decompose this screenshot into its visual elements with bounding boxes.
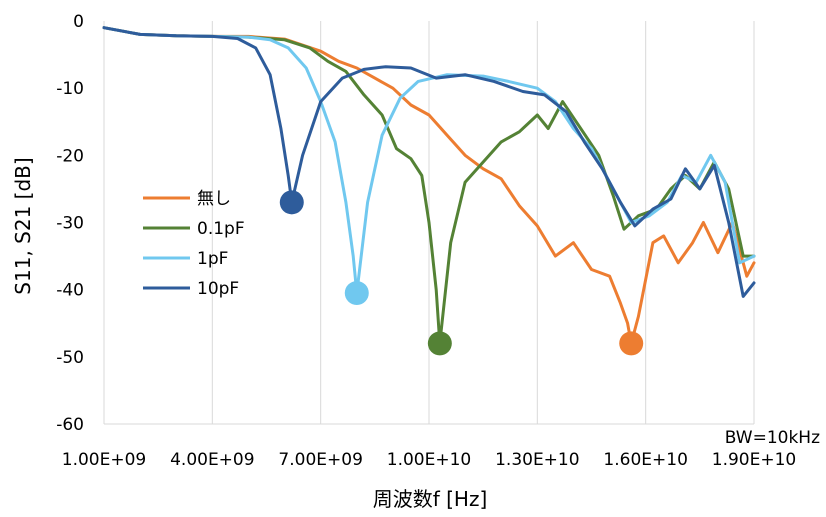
y-tick-label: -60	[56, 415, 84, 435]
legend-label: 無し	[197, 189, 231, 209]
y-tick-label: 0	[73, 12, 84, 32]
y-tick-labels: 0 -10 -20 -30 -40 -50 -60	[56, 12, 84, 435]
series-line-0	[102, 26, 756, 345]
legend-label: 10pF	[197, 279, 239, 299]
series-marker-1	[427, 331, 452, 356]
series-marker-3	[279, 190, 304, 215]
x-tick-label: 1.60E+10	[603, 450, 687, 470]
x-tick-label: 1.00E+10	[387, 450, 471, 470]
series-line-1	[102, 26, 756, 345]
x-tick-label: 1.90E+10	[712, 450, 796, 470]
legend-label: 0.1pF	[197, 219, 245, 239]
series-marker-0	[619, 331, 644, 356]
legend: 無し 0.1pF 1pF 10pF	[143, 189, 245, 299]
y-tick-label: -50	[56, 348, 84, 368]
y-axis-label: S11, S21 [dB]	[11, 157, 35, 294]
y-tick-label: -10	[56, 79, 84, 99]
x-tick-labels: 1.00E+09 4.00E+09 7.00E+09 1.00E+10 1.30E+10…	[62, 450, 796, 470]
x-tick-label: 4.00E+09	[170, 450, 254, 470]
x-tick-label: 1.30E+10	[495, 450, 579, 470]
x-axis-label: 周波数f [Hz]	[373, 487, 488, 511]
y-tick-label: -40	[56, 281, 84, 301]
series-markers	[279, 190, 644, 356]
y-tick-label: -20	[56, 146, 84, 166]
series-line-3	[102, 26, 756, 298]
legend-label: 1pF	[197, 249, 228, 269]
y-tick-label: -30	[56, 214, 84, 234]
series-lines	[102, 26, 756, 345]
x-tick-label: 1.00E+09	[62, 450, 146, 470]
grid	[103, 21, 755, 425]
series-marker-2	[344, 281, 369, 306]
x-tick-label: 7.00E+09	[278, 450, 362, 470]
bandwidth-annotation: BW=10kHz	[725, 428, 820, 448]
